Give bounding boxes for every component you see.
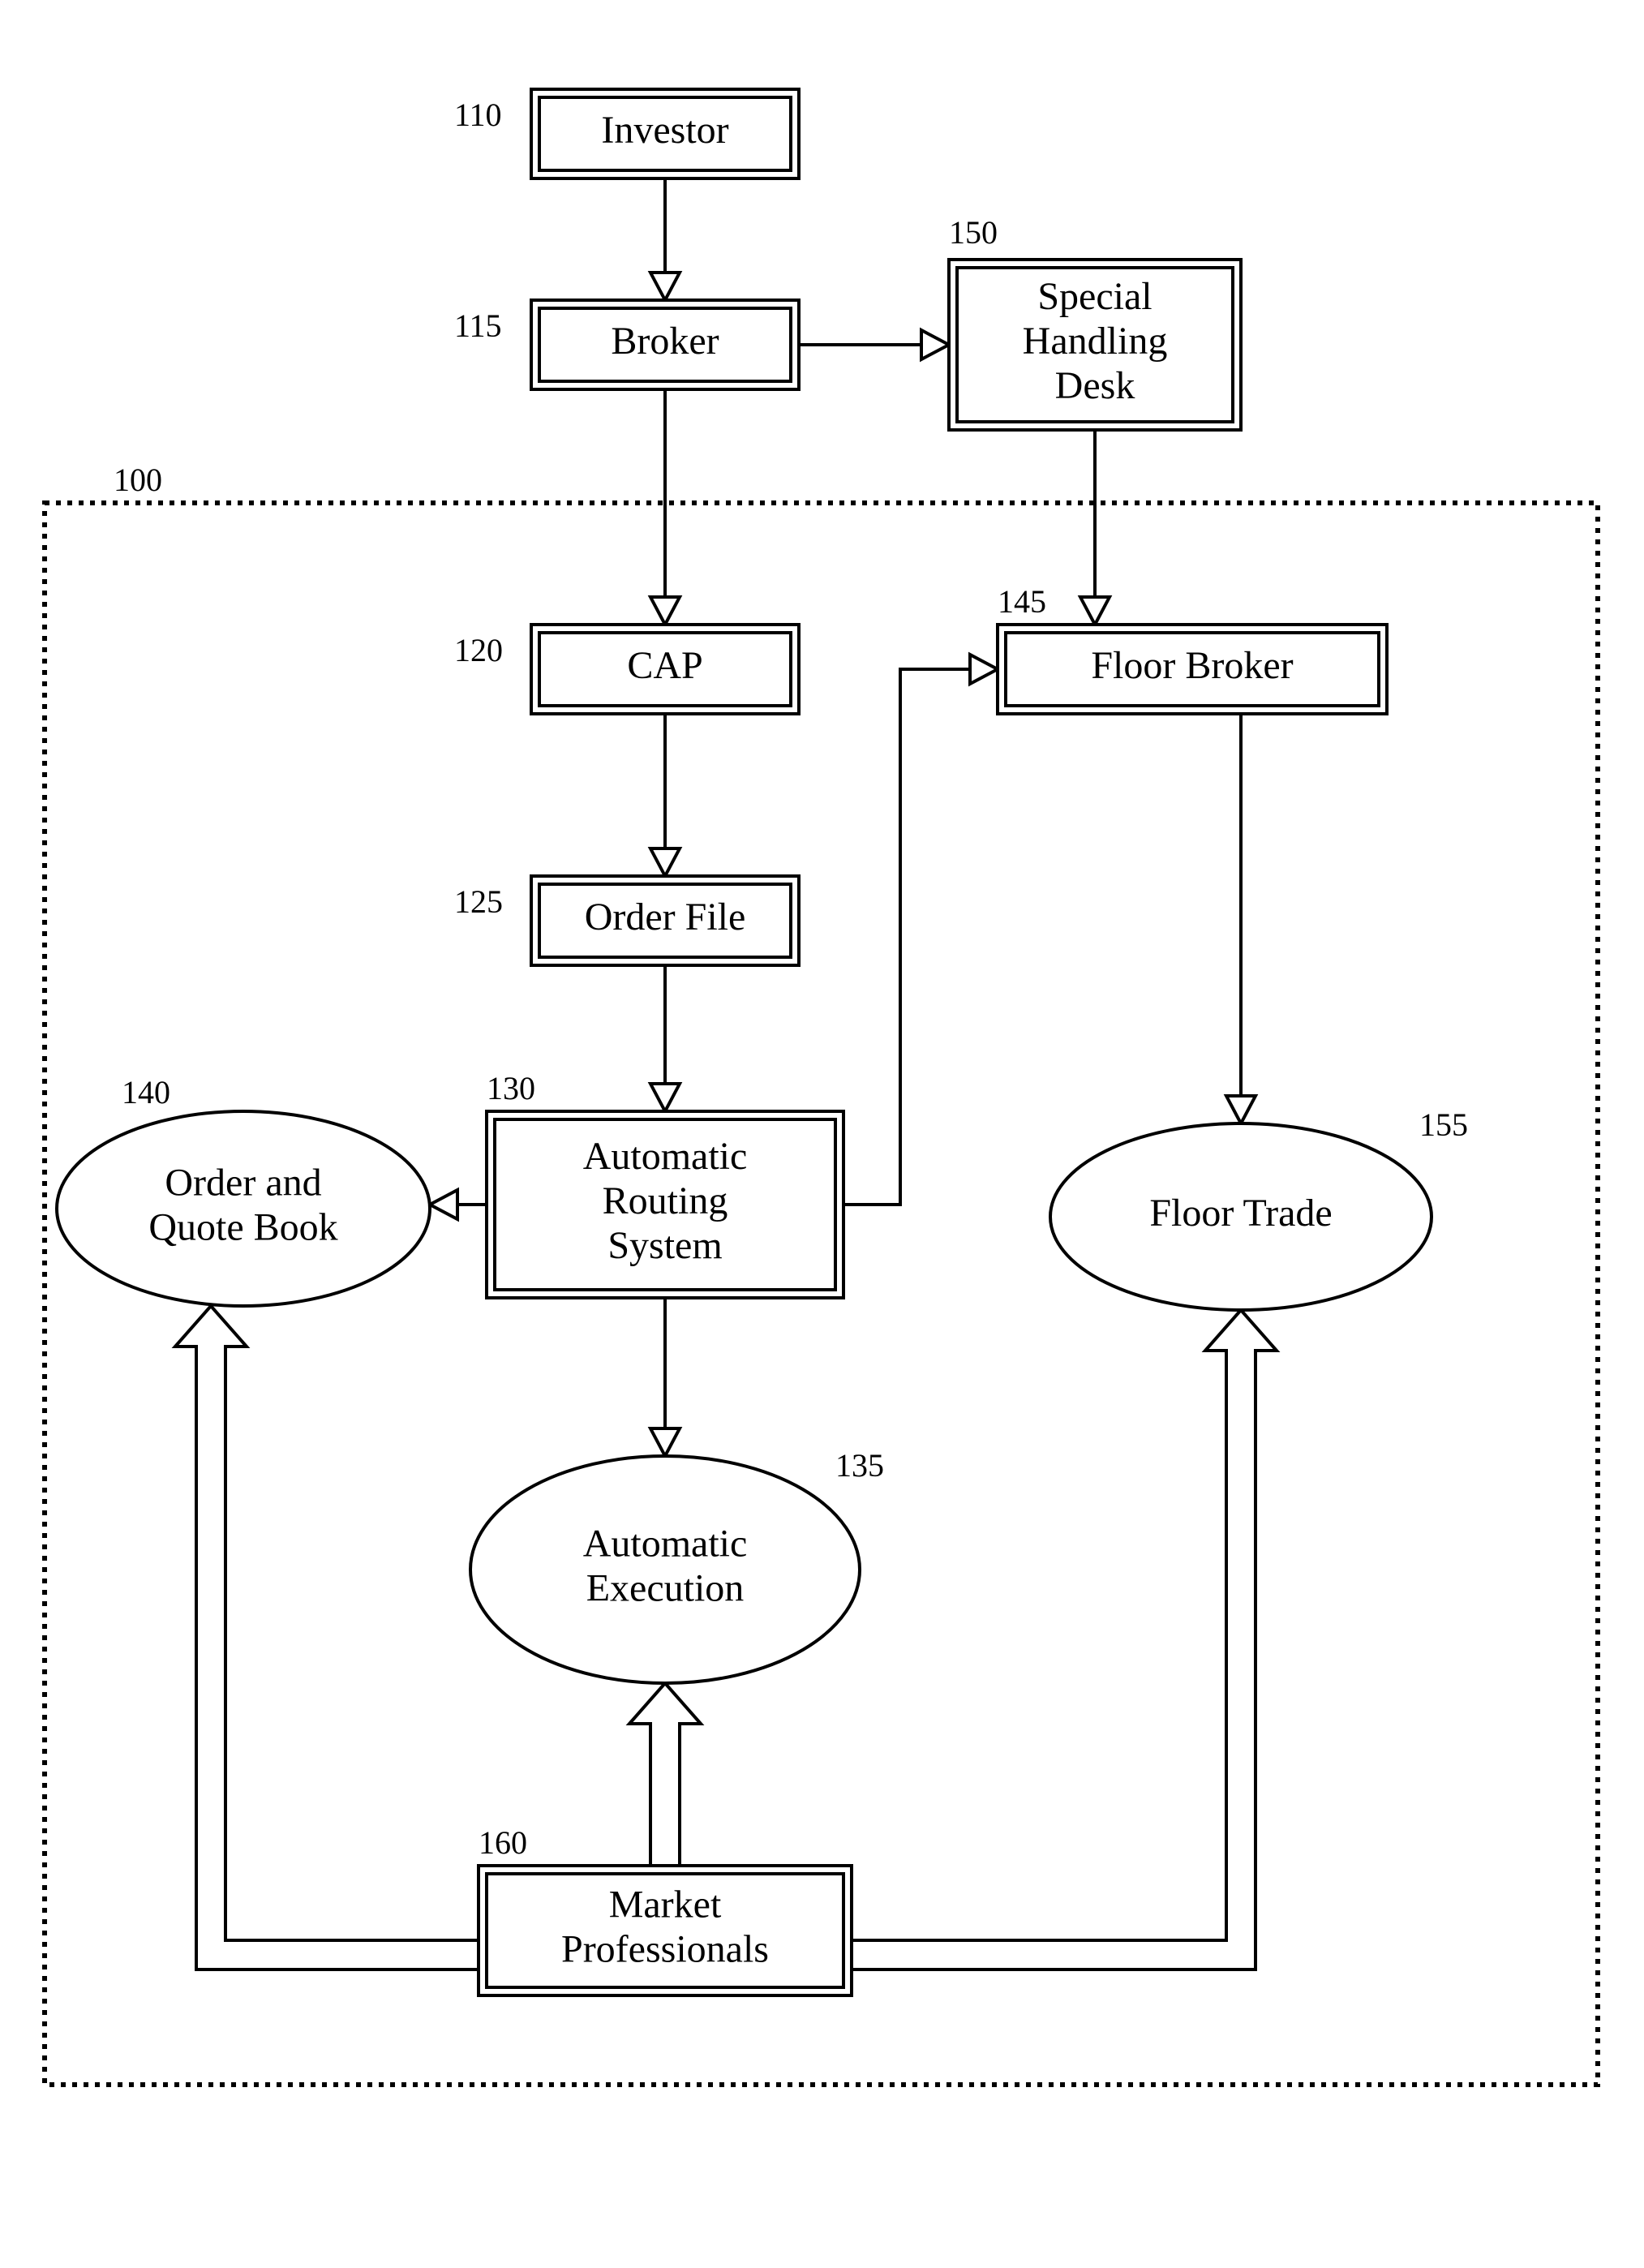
- node-label: Quote Book: [148, 1206, 337, 1249]
- ref-label: 125: [454, 883, 503, 920]
- node-label: CAP: [627, 644, 702, 687]
- node-label: Automatic: [583, 1522, 748, 1565]
- node-label: Market: [609, 1883, 722, 1926]
- ref-label: 100: [114, 462, 162, 498]
- edge-floorbroker_to_floortrade-head: [1226, 1096, 1256, 1123]
- block-edge-mp_to_floortrade: [852, 1310, 1277, 1969]
- edge-special_to_floorbroker-head: [1080, 597, 1110, 625]
- edge-investor_to_broker-head: [650, 273, 680, 300]
- ref-label: 135: [835, 1447, 884, 1484]
- node-label: Automatic: [583, 1135, 748, 1178]
- edge-orderfile_to_routing-head: [650, 1084, 680, 1111]
- block-edge-mp_to_autoexec: [629, 1683, 701, 1866]
- ref-label: 160: [479, 1824, 527, 1861]
- node-label: System: [607, 1224, 722, 1267]
- node-label: Execution: [586, 1567, 745, 1610]
- node-label: Handling: [1023, 320, 1168, 363]
- edge-cap_to_orderfile-head: [650, 848, 680, 876]
- node-label: Order and: [165, 1161, 321, 1204]
- edge-routing_to_floorbroker-head: [970, 655, 998, 684]
- edge-broker_to_special-head: [921, 330, 949, 359]
- node-label: Professionals: [561, 1928, 769, 1971]
- node-label: Order File: [585, 896, 746, 939]
- node-label: Special: [1037, 275, 1152, 318]
- node-label: Routing: [603, 1179, 728, 1222]
- block-edge-mp_to_book: [175, 1306, 479, 1969]
- node-label: Broker: [611, 320, 719, 363]
- edge-routing_to_autoexec-head: [650, 1428, 680, 1456]
- ref-label: 155: [1419, 1106, 1468, 1143]
- ref-label: 130: [487, 1070, 535, 1106]
- edge-routing_to_book-head: [430, 1190, 457, 1219]
- ref-label: 110: [454, 97, 502, 133]
- edge-routing_to_floorbroker: [843, 669, 970, 1205]
- node-label: Floor Broker: [1091, 644, 1293, 687]
- ref-label: 145: [998, 583, 1046, 620]
- ref-label: 120: [454, 632, 503, 668]
- node-label: Investor: [601, 109, 728, 152]
- ref-label: 140: [122, 1074, 170, 1110]
- edge-broker_to_cap-head: [650, 597, 680, 625]
- node-label: Desk: [1055, 364, 1135, 407]
- ref-label: 150: [949, 214, 998, 251]
- node-label: Floor Trade: [1149, 1192, 1332, 1235]
- ref-label: 115: [454, 307, 502, 344]
